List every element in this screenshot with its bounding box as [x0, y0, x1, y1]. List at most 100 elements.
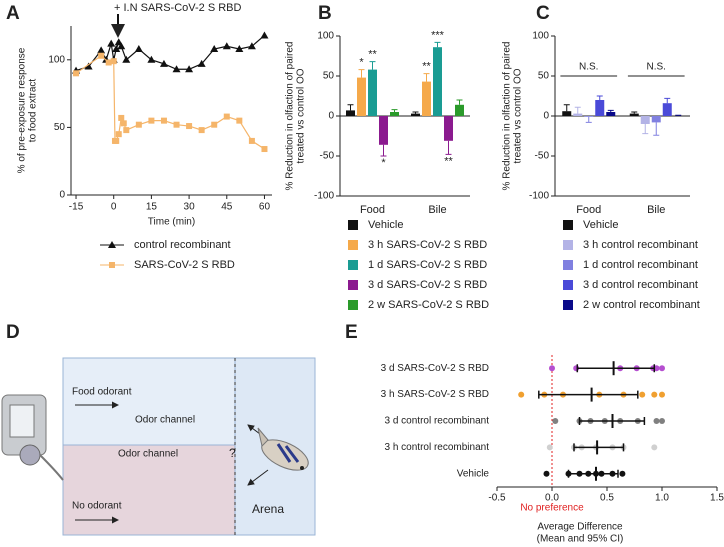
point — [73, 70, 80, 77]
bar — [444, 116, 453, 141]
point — [210, 44, 219, 52]
error-bar — [391, 109, 398, 112]
bar — [606, 112, 616, 116]
legend-swatch — [563, 300, 573, 310]
point — [186, 123, 193, 130]
x-axis-label: Average Difference — [537, 522, 623, 533]
legend-label: 3 d SARS-CoV-2 S RBD — [368, 279, 487, 291]
bar — [357, 77, 366, 116]
legend-swatch — [348, 260, 358, 270]
error-bar — [445, 140, 452, 155]
x-tick-label: 60 — [259, 202, 271, 213]
x-tick-label: Bile — [428, 204, 446, 216]
point — [159, 59, 168, 67]
diagram-label: ? — [229, 446, 236, 460]
bar — [562, 111, 572, 116]
x-tick-label: 15 — [146, 202, 158, 213]
x-tick-label: 1.0 — [655, 493, 669, 504]
row-label: 3 d control recombinant — [384, 416, 489, 427]
point — [97, 46, 106, 54]
row-label: 3 d SARS-CoV-2 S RBD — [381, 363, 489, 374]
significance: ** — [368, 49, 377, 61]
fish — [257, 427, 309, 471]
panel-label: A — [6, 3, 20, 24]
point — [148, 117, 155, 124]
legend-swatch — [348, 300, 358, 310]
reference-label: No preference — [520, 503, 584, 514]
error-bar — [456, 99, 463, 105]
error-bar — [574, 106, 581, 114]
point — [160, 117, 167, 124]
x-tick-label: 45 — [221, 202, 233, 213]
bar — [433, 47, 442, 117]
x-tick-label: -0.5 — [488, 493, 506, 504]
y-tick-label: 100 — [532, 31, 549, 42]
legend-label: Vehicle — [583, 219, 618, 231]
ci-bar — [567, 469, 619, 478]
panel-label: C — [536, 3, 550, 24]
point — [107, 39, 116, 47]
bar — [651, 116, 661, 123]
legend-swatch — [348, 220, 358, 230]
bar — [595, 100, 605, 116]
point — [211, 121, 218, 128]
legend-label: 3 h control recombinant — [583, 239, 698, 251]
x-tick-label: 1.5 — [710, 493, 724, 504]
ci-bar — [538, 390, 639, 399]
bar — [368, 69, 377, 116]
error-bar — [642, 124, 649, 135]
x-tick-label: -15 — [69, 202, 84, 213]
point — [546, 444, 553, 451]
error-bar — [358, 69, 365, 78]
bar — [346, 110, 355, 116]
error-bar — [412, 111, 419, 114]
x-tick-label: Bile — [647, 204, 665, 216]
error-bar — [607, 109, 614, 112]
legend-label: 3 h SARS-CoV-2 S RBD — [368, 239, 487, 251]
y-axis-label: % of pre-exposure response — [17, 47, 28, 173]
error-bar — [434, 41, 441, 48]
significance: ** — [444, 155, 453, 167]
point — [653, 418, 660, 424]
point — [543, 470, 550, 477]
x-tick-label: Food — [360, 204, 385, 216]
point — [236, 117, 243, 124]
point — [172, 65, 181, 73]
point — [110, 58, 117, 65]
legend-marker — [109, 262, 115, 268]
legend-label: 2 w SARS-CoV-2 S RBD — [368, 299, 489, 311]
x-tick-label: 0 — [111, 202, 117, 213]
ci-bar — [573, 443, 625, 452]
point — [235, 44, 244, 52]
row-label: Vehicle — [457, 468, 490, 479]
legend-swatch — [563, 260, 573, 270]
bar — [390, 112, 399, 116]
point — [113, 137, 120, 144]
point — [261, 146, 268, 153]
y-tick-label: 100 — [317, 31, 334, 42]
point — [173, 121, 180, 128]
point — [122, 55, 131, 63]
point — [198, 127, 205, 134]
legend-swatch — [348, 240, 358, 250]
y-axis-label: % Reduction in olfaction of paired — [285, 42, 296, 191]
point — [248, 137, 255, 144]
point — [185, 65, 194, 73]
diagram-label: No odorant — [72, 501, 122, 512]
point — [260, 31, 269, 39]
y-tick-label: 0 — [328, 111, 334, 122]
y-tick-label: -100 — [529, 191, 549, 202]
significance: * — [381, 157, 386, 169]
error-bar — [423, 73, 430, 82]
row-label: 3 h control recombinant — [384, 442, 489, 453]
point — [120, 120, 127, 127]
point — [659, 391, 665, 398]
y-axis-label: % Reduction in olfaction of paired — [502, 42, 513, 191]
point — [118, 114, 125, 121]
diagram-label: Food odorant — [72, 387, 132, 398]
significance: ** — [422, 61, 431, 73]
bar — [629, 113, 639, 116]
row-label: 3 h SARS-CoV-2 S RBD — [381, 389, 489, 400]
point — [105, 59, 112, 66]
